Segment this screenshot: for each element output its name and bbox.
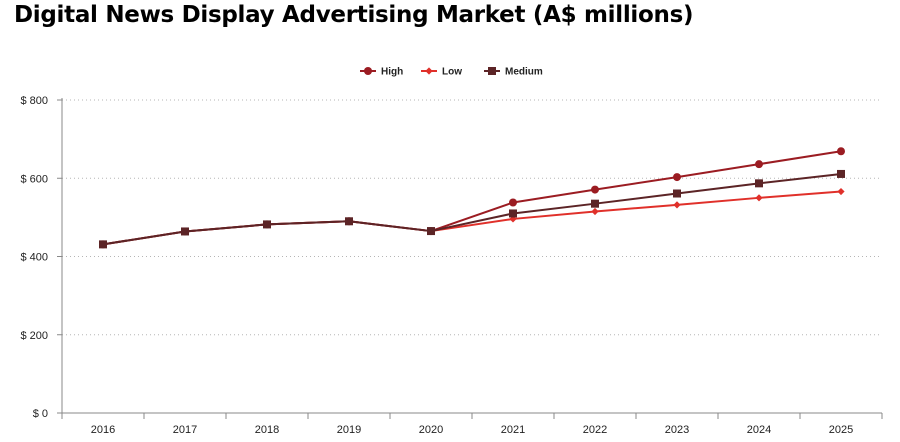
data-point-medium [673,189,681,198]
x-tick-label: 2020 [419,424,443,436]
y-tick-label: $ 400 [20,252,48,264]
y-tick-label: $ 200 [20,330,48,342]
series-lines [99,147,845,249]
data-point-medium [509,209,517,218]
legend-label-low: Low [442,67,462,78]
y-tick-label: $ 800 [20,95,48,107]
data-point-low [755,194,763,202]
x-tick-label: 2021 [501,424,525,436]
x-tick-label: 2016 [91,424,115,436]
data-point-medium [263,220,271,229]
gridlines [62,99,882,336]
data-point-low [591,207,599,216]
legend-marker-low [425,67,433,75]
data-point-high [591,185,599,194]
y-tick-label: $ 600 [20,173,48,185]
series-line-high [102,150,842,246]
chart-title: Digital News Display Advertising Market … [14,2,694,28]
data-point-low [673,201,681,209]
x-tick-label: 2019 [337,424,361,436]
data-point-medium [99,240,107,249]
x-tick-label: 2023 [665,424,689,436]
data-point-high [509,198,517,207]
legend-label-medium: Medium [505,67,543,78]
x-tick-label: 2025 [829,424,853,436]
series-line-medium [102,172,842,246]
data-point-low [837,187,845,196]
data-point-medium [591,199,599,208]
series-line-low [102,190,842,246]
x-tick-label: 2024 [747,424,771,436]
legend: High Low Medium [360,67,543,78]
data-point-high [755,160,763,169]
data-point-medium [345,217,353,226]
data-point-medium [837,169,845,178]
data-point-high [837,147,845,156]
data-point-medium [181,227,189,236]
legend-marker-high [364,67,372,75]
data-point-medium [755,179,763,188]
data-point-high [673,173,681,182]
y-tick-label: $ 0 [33,408,48,420]
x-tick-label: 2018 [255,424,279,436]
legend-marker-medium [488,67,496,75]
x-tick-label: 2017 [173,424,197,436]
legend-label-high: High [381,67,403,78]
x-tick-label: 2022 [583,424,607,436]
data-point-medium [427,227,435,236]
axes: $ 0 $ 200 $ 400 $ 600 $ 800 2016 2017 2018 2019 2… [20,95,883,436]
